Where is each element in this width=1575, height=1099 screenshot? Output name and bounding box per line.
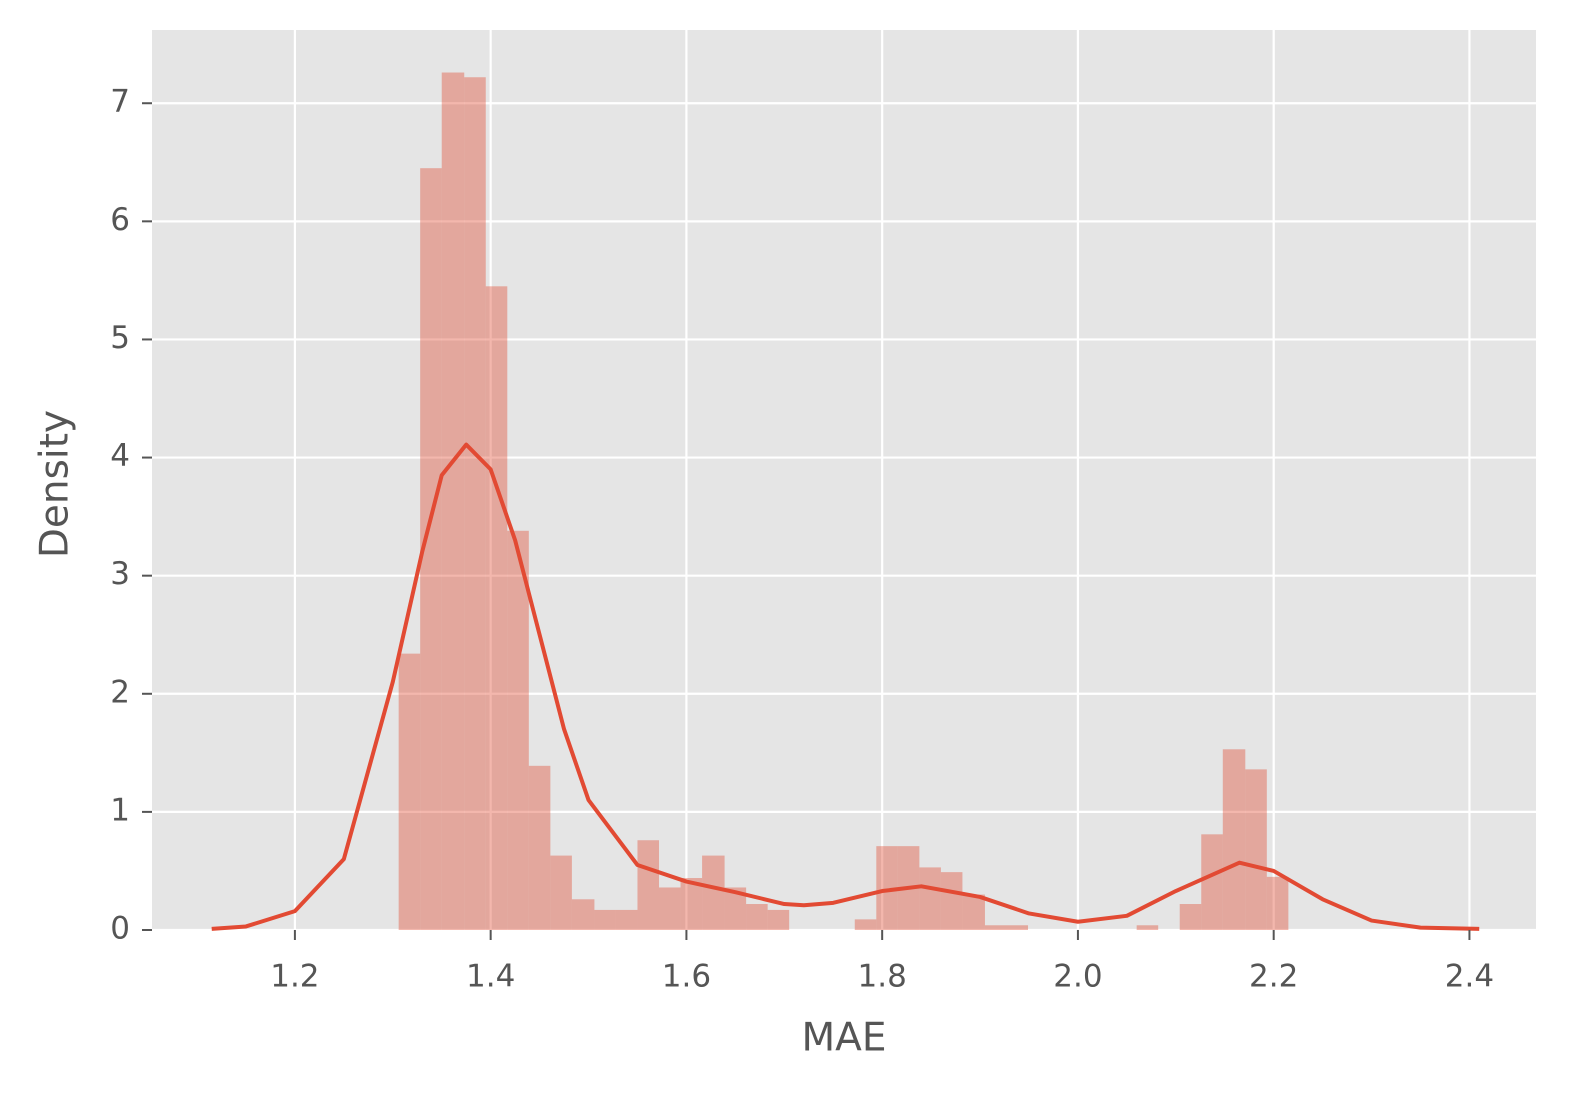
histogram-bar <box>919 867 941 930</box>
histogram-bar <box>767 909 790 930</box>
histogram-bar <box>1266 876 1289 930</box>
x-axis-label: MAE <box>802 1016 887 1061</box>
histogram-bar <box>962 894 985 930</box>
y-tick-label: 0 <box>110 911 130 947</box>
histogram-bar <box>637 840 660 930</box>
histogram-bar <box>464 77 486 931</box>
y-tick-label: 1 <box>110 792 130 828</box>
histogram-bar <box>746 904 768 930</box>
histogram-bar <box>528 765 551 930</box>
x-tick-label: 1.2 <box>270 959 319 995</box>
y-tick-label: 7 <box>110 84 130 120</box>
histogram-bar <box>1245 769 1267 930</box>
histogram-bar <box>1136 925 1159 930</box>
histogram-bar <box>680 878 703 930</box>
y-tick-label: 4 <box>110 438 130 474</box>
histogram-bar <box>594 909 616 930</box>
x-tick-label: 1.8 <box>858 959 907 995</box>
histogram-bar <box>702 855 725 930</box>
histogram-bar <box>1006 925 1029 930</box>
x-tick-label: 2.4 <box>1445 959 1494 995</box>
histogram-bar <box>615 909 638 930</box>
y-tick-label: 2 <box>110 674 130 710</box>
histogram-bar <box>724 887 747 930</box>
histogram-bar <box>940 872 963 930</box>
x-tick-label: 1.6 <box>662 959 711 995</box>
histogram-bar <box>485 286 508 931</box>
histogram-bar <box>550 855 572 930</box>
x-tick-label: 1.4 <box>466 959 515 995</box>
marks <box>211 72 1480 931</box>
histogram-bar <box>398 653 421 930</box>
y-tick-label: 6 <box>110 202 130 238</box>
histogram-bar <box>441 72 465 931</box>
histogram-bar <box>420 168 442 931</box>
histogram-bar <box>659 887 681 930</box>
x-tick-label: 2.2 <box>1249 959 1298 995</box>
plot-background <box>152 30 1536 930</box>
histogram-bar <box>1201 834 1223 930</box>
histogram-bar <box>984 925 1007 930</box>
kde-line <box>211 442 1480 931</box>
y-tick-label: 5 <box>110 320 130 356</box>
histogram-bar <box>571 899 595 930</box>
histogram-bar <box>854 919 877 930</box>
histogram-bar <box>1179 904 1202 930</box>
histogram-bar <box>1222 749 1246 930</box>
y-tick-label: 3 <box>110 556 130 592</box>
grid <box>152 30 1536 932</box>
x-tick-label: 2.0 <box>1053 959 1102 995</box>
axes: 0 1 2 3 4 5 6 7 1.2 1.4 1.6 1.8 2.0 2.2 2.4 <box>110 84 1494 995</box>
y-axis-label: Density <box>33 410 78 558</box>
histogram-bar <box>507 530 529 930</box>
histogram-bar <box>876 846 898 930</box>
